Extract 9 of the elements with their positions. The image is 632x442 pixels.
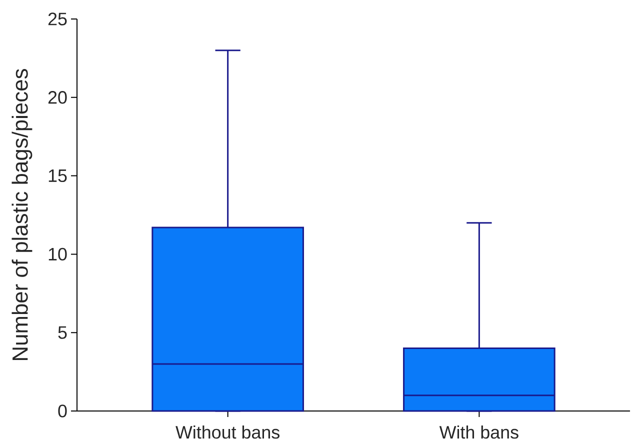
x-tick-label: Without bans <box>176 426 280 439</box>
y-tick-label: 0 <box>58 404 67 418</box>
y-tick-label: 15 <box>48 170 67 182</box>
x-tick-label: With bans <box>439 426 518 439</box>
y-tick-label: 5 <box>58 326 67 339</box>
y-tick-label: 10 <box>48 248 67 261</box>
y-axis-title: Number of plastic bags/pieces <box>12 69 32 360</box>
y-tick-label: 25 <box>48 12 67 26</box>
y-tick-label: 20 <box>48 91 67 104</box>
